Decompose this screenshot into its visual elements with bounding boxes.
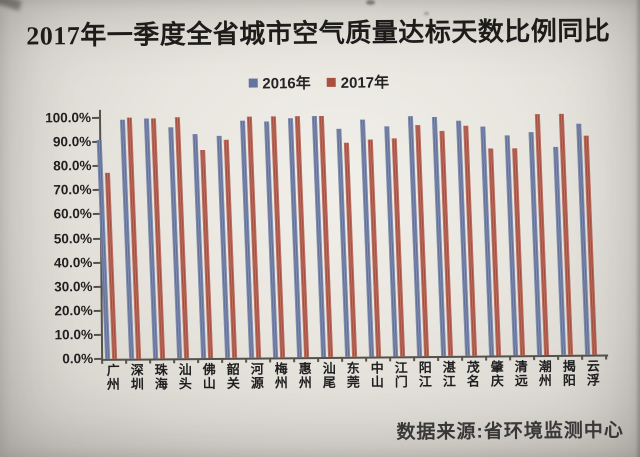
y-axis-tick-label: 30.0% [54, 278, 93, 295]
legend-item: 2017年 [326, 71, 390, 93]
x-label-char: 源 [250, 375, 264, 391]
x-label-char: 潮 [538, 358, 552, 375]
x-label-char: 中 [370, 360, 384, 376]
x-label-char: 汕 [178, 362, 192, 378]
legend-swatch [326, 77, 336, 87]
x-axis-category-label: 汕尾 [317, 360, 341, 390]
y-axis-tick-label: 80.0% [53, 158, 92, 174]
x-label-char: 门 [394, 374, 408, 390]
x-label-char: 江 [394, 360, 408, 376]
x-label-char: 惠 [298, 361, 312, 377]
x-label-char: 清 [514, 359, 528, 375]
x-label-char: 阳 [562, 372, 576, 388]
x-axis-category-label: 梅州 [269, 361, 293, 391]
x-axis-category-label: 广州 [101, 362, 125, 392]
x-axis-category-label: 江门 [389, 360, 413, 390]
x-label-char: 远 [514, 373, 528, 389]
x-label-char: 关 [226, 375, 240, 391]
chart-legend: 2016年 2017年 [0, 69, 639, 96]
x-label-char: 圳 [130, 376, 144, 392]
x-axis-category-label: 湛江 [437, 359, 461, 389]
bars-container [94, 113, 608, 359]
x-axis-category-label: 肇庆 [485, 359, 509, 389]
x-label-char: 州 [298, 375, 312, 391]
x-axis-category-label: 东莞 [341, 360, 365, 390]
legend-item: 2016年 [248, 72, 311, 94]
x-label-char: 韶 [226, 361, 240, 377]
x-label-char: 深 [130, 362, 144, 378]
x-label-char: 浮 [586, 372, 600, 388]
x-axis-category-label: 深圳 [125, 362, 149, 392]
x-label-char: 阳 [418, 360, 432, 376]
x-label-char: 山 [370, 374, 384, 390]
x-label-char: 江 [442, 373, 456, 389]
x-label-char: 河 [250, 361, 264, 377]
x-axis-ticks [0, 0, 638, 364]
x-label-char: 尾 [322, 374, 336, 390]
y-axis-labels: 0.0% 10.0% 20.0% 30.0% 40.0% 50.0% 60.0% 70.0% 8… [0, 0, 638, 366]
plot-area [96, 105, 609, 361]
x-label-char: 梅 [274, 361, 288, 377]
x-label-char: 肇 [490, 359, 504, 375]
legend-swatch [248, 78, 258, 88]
chart-title: 2017年一季度全省城市空气质量达标天数比例同比 [26, 16, 611, 51]
y-axis-tick-label: 40.0% [53, 254, 93, 270]
x-axis-category-label: 云浮 [581, 358, 605, 388]
x-label-char: 头 [178, 376, 192, 392]
x-label-char: 汕 [322, 360, 336, 376]
y-axis-tick-label: 10.0% [54, 326, 93, 343]
x-label-char: 州 [538, 372, 552, 389]
y-axis-tick-label: 100.0% [45, 109, 92, 126]
x-axis-category-label: 惠州 [293, 361, 317, 391]
x-axis-category-label: 佛山 [197, 361, 221, 392]
x-axis-category-label: 潮州 [533, 358, 557, 389]
legend-series-label: 2017年 [340, 74, 390, 92]
x-label-char: 云 [586, 358, 600, 374]
x-axis-category-label: 清远 [509, 359, 533, 389]
x-axis-tick [605, 355, 608, 360]
y-axis-tick-label: 60.0% [53, 206, 92, 222]
x-label-char: 湛 [442, 359, 456, 375]
x-axis-category-label: 珠海 [149, 362, 173, 392]
legend-series-label: 2016年 [262, 75, 311, 93]
x-axis-category-label: 中山 [365, 360, 389, 390]
x-label-char: 海 [154, 376, 168, 392]
photo-speck [424, 12, 429, 15]
x-label-char: 茂 [466, 359, 480, 375]
x-label-char: 江 [418, 374, 432, 390]
x-label-char: 名 [466, 373, 480, 389]
x-axis-category-label: 汕头 [173, 362, 197, 392]
y-axis-tick-label: 0.0% [62, 350, 94, 367]
y-axis-tick-label: 20.0% [54, 302, 93, 319]
x-label-char: 州 [274, 375, 288, 391]
x-axis-labels: 广州深圳珠海汕头佛山韶关河源梅州惠州汕尾东莞中山江门阳江湛江茂名肇庆清远潮州揭阳… [0, 0, 638, 392]
x-label-char: 揭 [562, 358, 576, 374]
x-label-char: 山 [202, 375, 216, 392]
y-axis-tick-label: 90.0% [52, 134, 92, 150]
source-note: 数据来源:省环境监测中心 [396, 420, 624, 444]
y-axis-tick-label: 50.0% [53, 230, 93, 246]
x-label-char: 州 [106, 376, 120, 392]
x-label-char: 珠 [154, 362, 168, 378]
x-axis-category-label: 河源 [245, 361, 269, 391]
photo-speck [366, 0, 375, 5]
x-label-char: 佛 [202, 361, 216, 378]
x-label-char: 东 [346, 360, 360, 376]
x-label-char: 广 [106, 362, 120, 378]
x-axis-category-label: 揭阳 [557, 358, 581, 388]
y-axis-tick [93, 309, 101, 312]
y-axis-tick [94, 357, 102, 360]
x-axis-category-label: 韶关 [221, 361, 245, 391]
x-axis-category-label: 茂名 [461, 359, 485, 389]
x-axis-category-label: 阳江 [413, 360, 437, 390]
photo-edge-shadow [635, 0, 640, 457]
x-label-char: 莞 [346, 374, 360, 390]
x-label-char: 庆 [490, 373, 504, 389]
y-axis-tick-label: 70.0% [53, 182, 92, 198]
y-axis-tick [93, 333, 101, 336]
